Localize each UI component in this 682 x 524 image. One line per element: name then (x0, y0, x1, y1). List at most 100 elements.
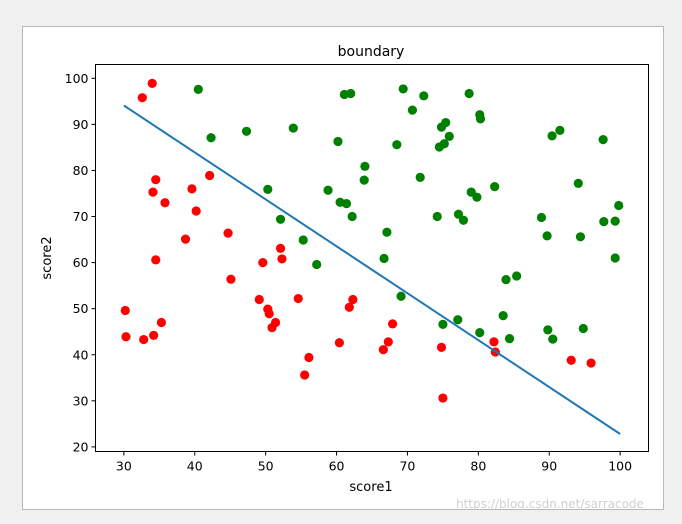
positive-point (573, 178, 583, 188)
positive-point (441, 117, 451, 128)
negative-point (258, 258, 268, 268)
negative-point (293, 293, 303, 304)
y-tick-label: 40 (73, 347, 89, 362)
scatter-points (120, 78, 624, 403)
positive-point (398, 84, 408, 94)
positive-point (543, 325, 553, 335)
positive-point (379, 253, 389, 264)
negative-point (121, 332, 131, 342)
negative-point (151, 175, 161, 185)
positive-point (341, 199, 352, 209)
positive-point (288, 123, 298, 133)
x-tick-label: 70 (399, 459, 415, 474)
positive-point (360, 161, 370, 171)
positive-point (346, 88, 356, 99)
positive-point (298, 235, 308, 245)
negative-point (137, 93, 147, 103)
positive-point (382, 227, 392, 237)
positive-point (610, 253, 620, 263)
positive-point (547, 131, 557, 141)
positive-point (504, 334, 515, 344)
y-tick-label: 30 (73, 393, 89, 408)
y-tick-label: 50 (73, 301, 89, 316)
positive-point (599, 217, 609, 227)
x-tick-label: 100 (608, 459, 632, 474)
positive-point (419, 91, 429, 101)
boundary-line (123, 104, 621, 435)
x-axis-label: score1 (349, 480, 392, 495)
negative-point (160, 198, 170, 208)
y-tick-label: 90 (73, 117, 89, 132)
negative-point (300, 370, 310, 380)
positive-point (490, 181, 500, 192)
positive-point (578, 323, 588, 334)
x-tick-label: 90 (541, 459, 557, 474)
x-tick-label: 60 (329, 459, 345, 474)
negative-point (348, 294, 358, 305)
negative-point (275, 243, 286, 253)
negative-point (586, 358, 596, 368)
positive-point (542, 231, 552, 241)
negative-point (191, 206, 201, 216)
negative-point (139, 334, 149, 345)
y-tick-label: 20 (73, 439, 89, 454)
x-axis: 30 40 50 60 70 80 90 100 (116, 451, 632, 474)
negative-point (438, 393, 448, 403)
positive-point (359, 175, 369, 185)
y-tick-label: 60 (73, 255, 89, 270)
positive-point (439, 139, 449, 149)
positive-point (263, 184, 273, 194)
y-axis: 20 30 40 50 60 70 80 90 100 (65, 71, 96, 454)
negative-point (344, 302, 354, 312)
negative-point (223, 228, 233, 238)
positive-point (575, 232, 586, 242)
negative-point (147, 78, 157, 88)
positive-point (536, 212, 547, 223)
positive-point (458, 215, 469, 225)
negative-point (264, 309, 274, 319)
y-tick-label: 100 (65, 71, 89, 86)
positive-point (464, 88, 474, 99)
watermark: https://blog.csdn.net/sarracode (456, 497, 644, 511)
plot-area (95, 64, 649, 452)
positive-point (193, 84, 203, 94)
positive-point (453, 315, 463, 325)
negative-point (436, 342, 447, 352)
negative-point (277, 254, 287, 264)
positive-point (432, 211, 442, 222)
negative-point (254, 294, 264, 305)
positive-point (498, 310, 508, 321)
positive-point (206, 133, 216, 143)
positive-point (548, 334, 558, 344)
positive-point (512, 271, 522, 281)
negative-point (156, 317, 167, 328)
positive-point (407, 105, 418, 115)
positive-point (333, 136, 343, 147)
positive-point (610, 216, 620, 226)
negative-point (226, 274, 236, 284)
y-tick-label: 80 (73, 163, 89, 178)
positive-point (475, 328, 485, 338)
positive-point (475, 114, 486, 124)
positive-point (241, 126, 252, 136)
positive-point (438, 319, 448, 329)
positive-point (312, 259, 322, 270)
negative-point (387, 319, 398, 329)
negative-point (148, 187, 158, 197)
negative-point (120, 305, 130, 316)
negative-point (267, 322, 277, 333)
y-tick-label: 70 (73, 209, 89, 224)
positive-point (472, 192, 482, 202)
negative-point (304, 352, 314, 363)
positive-point (396, 291, 406, 301)
x-tick-label: 40 (187, 459, 203, 474)
x-tick-label: 80 (470, 459, 486, 474)
positive-point (598, 134, 608, 145)
x-tick-label: 50 (258, 459, 274, 474)
negative-point (334, 338, 344, 348)
negative-point (489, 337, 499, 347)
negative-point (187, 184, 197, 194)
negative-point (149, 330, 159, 340)
positive-point (614, 200, 624, 211)
